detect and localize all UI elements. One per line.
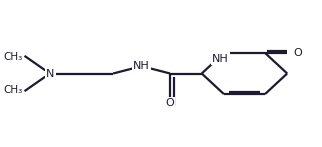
Text: CH₃: CH₃ [4,85,23,95]
Text: NH: NH [212,54,229,64]
Text: O: O [166,98,175,108]
Text: N: N [46,69,54,78]
Text: CH₃: CH₃ [4,52,23,62]
Text: NH: NH [133,61,150,71]
Text: O: O [294,48,302,58]
